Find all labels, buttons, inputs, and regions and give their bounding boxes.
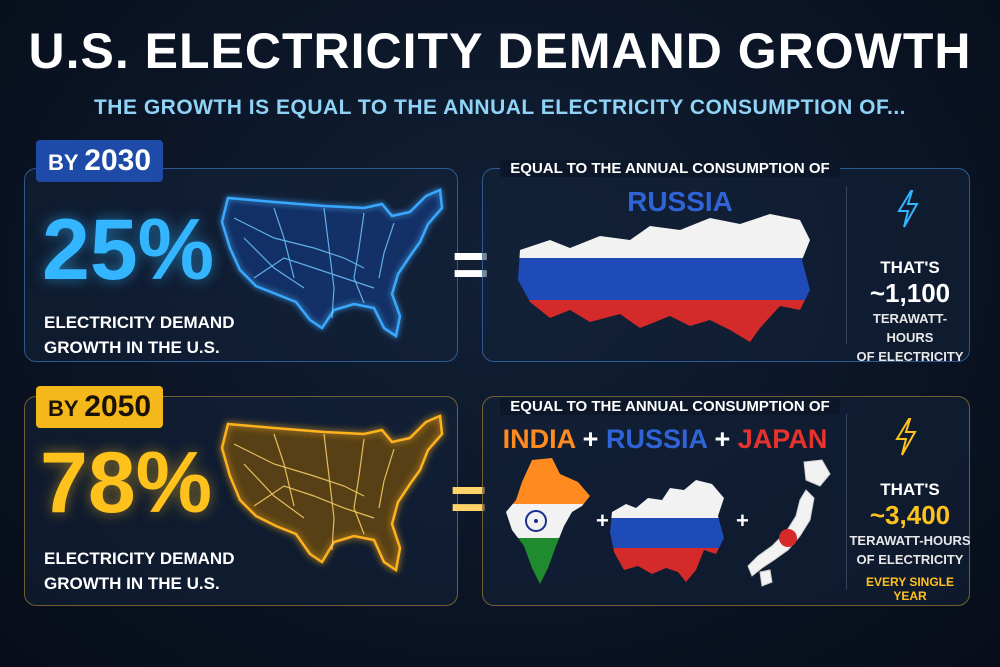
equals-sign-2050: = — [450, 462, 488, 534]
stat-value: ~3,400 — [869, 500, 951, 530]
plus-sign: + — [582, 424, 599, 454]
stat-2050: THAT'S ~3,400 TERAWATT-HOURS OF ELECTRIC… — [848, 480, 972, 603]
stat-2030: THAT'S ~1,100 TERAWATT-HOURS OF ELECTRIC… — [852, 258, 968, 366]
percent-2050: 78% — [40, 435, 213, 531]
country-russia-label: RUSSIA — [605, 424, 707, 454]
russia-flag-map — [518, 214, 810, 342]
eq-heading-2050: EQUAL TO THE ANNUAL CONSUMPTION OF — [500, 398, 840, 415]
desc-line-1: ELECTRICITY DEMAND — [44, 549, 235, 568]
stat-lead: THAT'S — [880, 258, 940, 277]
stat-unit-1: TERAWATT-HOURS — [872, 311, 948, 345]
badge-2030: BY 2030 — [36, 140, 164, 182]
badge-year: 2050 — [84, 390, 152, 423]
russia-flag-map-small — [610, 480, 724, 582]
stat-unit-2: OF ELECTRICITY — [856, 552, 964, 567]
eq-heading-2030: EQUAL TO THE ANNUAL CONSUMPTION OF — [500, 160, 840, 177]
country-india-label: INDIA — [502, 424, 576, 454]
stat-lead: THAT'S — [880, 480, 940, 499]
page-subtitle: THE GROWTH IS EQUAL TO THE ANNUAL ELECTR… — [93, 96, 907, 119]
page-title: U.S. ELECTRICITY DEMAND GROWTH — [28, 23, 972, 79]
percent-2030: 25% — [42, 202, 215, 298]
plus-sign: + — [714, 424, 731, 454]
badge-year: 2030 — [84, 144, 152, 177]
stat-unit-1: TERAWATT-HOURS — [849, 533, 971, 548]
india-flag-map — [506, 458, 590, 584]
us-map-blue — [220, 188, 444, 339]
lightning-bolt-icon — [895, 418, 917, 456]
us-map-gold — [220, 414, 444, 573]
japan-flag-map — [747, 459, 831, 587]
stat-unit-2: OF ELECTRICITY — [856, 349, 964, 364]
desc-line-1: ELECTRICITY DEMAND — [44, 313, 235, 332]
divider-2030 — [846, 186, 847, 344]
badge-prefix: BY — [48, 396, 79, 421]
lightning-bolt-icon — [897, 190, 919, 228]
badge-prefix: BY — [48, 150, 79, 175]
desc-2050: ELECTRICITY DEMAND GROWTH IN THE U.S. — [44, 546, 234, 596]
stat-extra: EVERY SINGLE YEAR — [865, 575, 955, 603]
country-list-2050: INDIA + RUSSIA + JAPAN — [490, 424, 840, 455]
desc-line-2: GROWTH IN THE U.S. — [44, 574, 220, 593]
stat-value: ~1,100 — [869, 278, 951, 308]
badge-2050: BY 2050 — [36, 386, 164, 428]
desc-2030: ELECTRICITY DEMAND GROWTH IN THE U.S. — [44, 310, 234, 360]
plus-sign: + — [596, 508, 609, 533]
country-japan-label: JAPAN — [737, 424, 828, 454]
plus-sign: + — [736, 508, 749, 533]
country-russia-label: RUSSIA — [627, 186, 733, 217]
divider-2050 — [846, 414, 847, 590]
desc-line-2: GROWTH IN THE U.S. — [44, 338, 220, 357]
